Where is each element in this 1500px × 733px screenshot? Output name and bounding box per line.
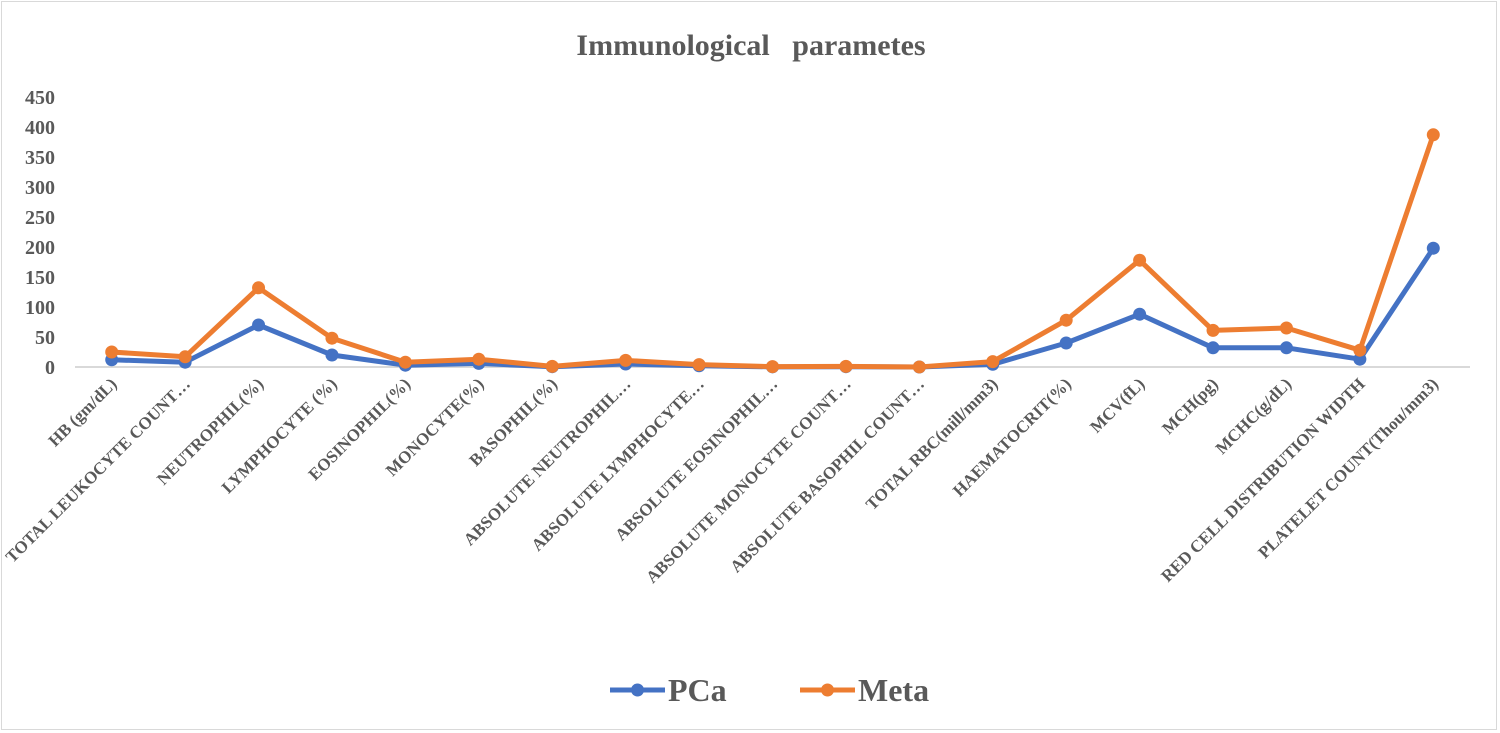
- x-tick-label: MCV(fL): [1086, 374, 1148, 436]
- x-tick-label: MCHC(g/dL): [1212, 374, 1296, 458]
- x-tick-label: MCH(pg): [1158, 374, 1222, 438]
- data-point: [839, 359, 853, 373]
- data-point: [325, 348, 339, 362]
- y-tick-label: 450: [25, 87, 55, 109]
- x-axis: HB (gm/dL)TOTAL LEUKOCYTE COUNT…NEUTROPH…: [2, 374, 1442, 586]
- legend-item-pca: PCa: [610, 672, 727, 708]
- data-point: [1353, 343, 1367, 357]
- legend-point-marker: [631, 683, 644, 697]
- y-tick-label: 200: [25, 237, 55, 259]
- legend: PCa Meta: [610, 672, 929, 708]
- y-tick-label: 250: [25, 207, 55, 229]
- data-point: [252, 318, 266, 332]
- y-tick-label: 100: [25, 297, 55, 319]
- legend-label: PCa: [668, 672, 727, 708]
- data-point: [912, 360, 926, 374]
- data-point: [1133, 253, 1147, 267]
- series-pca: [105, 241, 1440, 374]
- y-tick-label: 150: [25, 267, 55, 289]
- y-tick-label: 300: [25, 177, 55, 199]
- y-tick-label: 0: [45, 357, 55, 379]
- data-point: [178, 350, 192, 364]
- data-point: [1133, 307, 1147, 321]
- y-axis: 0 50 100 150 200 250 300 350 400 450: [25, 87, 55, 379]
- data-point: [1353, 352, 1367, 366]
- series-layer: [105, 128, 1440, 374]
- data-point: [1059, 313, 1073, 327]
- data-point: [1426, 241, 1440, 255]
- data-point: [1426, 128, 1440, 142]
- data-point: [545, 359, 559, 373]
- data-point: [1206, 341, 1220, 355]
- data-point: [472, 352, 486, 366]
- legend-item-meta: Meta: [800, 672, 929, 708]
- data-point: [252, 281, 266, 295]
- y-tick-label: 50: [35, 327, 55, 349]
- data-point: [1279, 321, 1293, 335]
- data-point: [1279, 341, 1293, 355]
- data-point: [105, 345, 119, 359]
- legend-point-marker: [821, 683, 834, 697]
- x-tick-label: TOTAL RBC(mill/mm3): [862, 374, 1002, 514]
- legend-label: Meta: [858, 672, 929, 708]
- data-point: [986, 355, 1000, 369]
- chart-title: Immunological parametes: [576, 29, 925, 62]
- data-point: [1206, 323, 1220, 337]
- data-point: [692, 358, 706, 372]
- data-point: [398, 355, 412, 369]
- y-tick-label: 400: [25, 117, 55, 139]
- data-point: [325, 331, 339, 345]
- data-point: [1059, 336, 1073, 350]
- series-meta: [105, 128, 1440, 374]
- x-tick-label: HB (gm/dL): [45, 374, 121, 450]
- y-tick-label: 350: [25, 147, 55, 169]
- series-line: [109, 132, 1436, 370]
- series-line: [109, 245, 1436, 370]
- data-point: [766, 360, 779, 374]
- data-point: [619, 353, 633, 367]
